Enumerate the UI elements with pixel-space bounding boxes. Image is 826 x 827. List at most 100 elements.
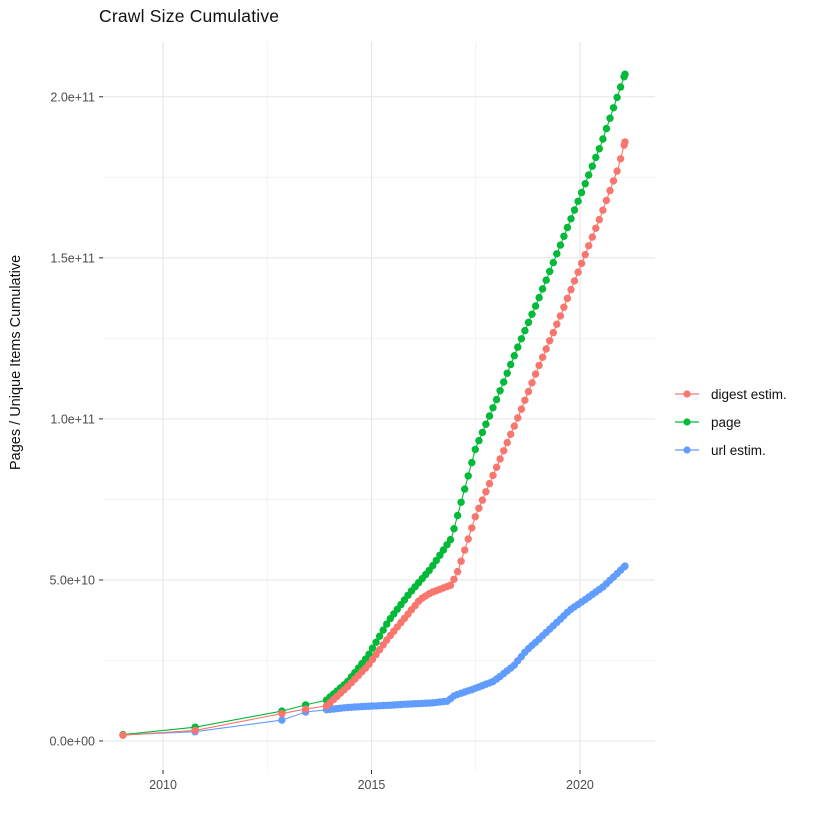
data-point-digest-estim	[510, 422, 518, 430]
data-point-page	[595, 145, 603, 153]
data-point-page	[500, 378, 508, 386]
legend-label: page	[711, 414, 742, 430]
data-point-page	[574, 197, 582, 205]
data-point-digest-estim	[535, 361, 543, 370]
legend-item-page: page	[672, 408, 787, 436]
legend-item-url-estim: url estim.	[672, 436, 787, 464]
data-point-digest-estim	[613, 167, 621, 175]
data-point-digest-estim	[464, 535, 472, 543]
data-point-digest-estim	[457, 557, 465, 565]
data-point-digest-estim	[570, 277, 579, 285]
y-tick-label: 2.0e+11	[50, 90, 95, 104]
data-point-page	[471, 445, 479, 454]
legend-label: digest estim.	[711, 386, 787, 402]
data-point-page	[446, 535, 455, 544]
data-point-page	[546, 267, 554, 276]
legend-key-page-icon	[675, 418, 699, 426]
legend: digest estim. page url estim.	[672, 380, 787, 464]
data-point-page	[577, 188, 586, 197]
data-point-digest-estim	[503, 438, 511, 447]
data-point-page	[563, 223, 572, 232]
data-point-page	[606, 114, 614, 122]
data-point-page	[443, 541, 451, 549]
legend-key-digest-icon	[675, 390, 699, 398]
data-point-page	[585, 171, 593, 179]
data-point-digest-estim	[621, 138, 629, 146]
data-point-digest-estim	[567, 285, 575, 294]
data-point-page	[383, 620, 391, 628]
legend-label: url estim.	[711, 442, 766, 458]
data-point-digest-estim	[602, 196, 611, 205]
data-point-digest-estim	[563, 294, 572, 303]
data-point-digest-estim	[471, 513, 479, 521]
data-point-page	[531, 302, 540, 310]
legend-key-url-icon	[675, 446, 699, 454]
data-point-digest-estim	[577, 259, 586, 268]
data-point-page	[542, 276, 550, 284]
data-point-digest-estim	[595, 215, 603, 224]
data-point-page	[450, 525, 458, 533]
data-point-page	[468, 458, 476, 467]
data-point-digest-estim	[478, 496, 487, 504]
data-point-digest-estim	[191, 726, 199, 735]
data-point-page	[478, 428, 487, 437]
data-point-page	[524, 318, 533, 327]
data-point-page	[616, 83, 625, 91]
data-point-digest-estim	[588, 233, 596, 241]
data-point-digest-estim	[301, 705, 310, 713]
data-point-digest-estim	[606, 186, 614, 195]
data-point-url-estim	[278, 716, 286, 724]
y-tick-label: 5.0e+10	[49, 573, 95, 587]
data-point-digest-estim	[521, 396, 529, 404]
data-point-digest-estim	[461, 546, 469, 554]
series-line-page	[122, 74, 626, 736]
data-point-digest-estim	[517, 405, 526, 413]
data-point-digest-estim	[500, 447, 508, 455]
data-point-digest-estim	[489, 471, 497, 480]
x-tick-label: 2015	[358, 778, 386, 792]
legend-item-digest-estim: digest estim.	[672, 380, 787, 408]
data-point-digest-estim	[542, 345, 550, 353]
data-point-page	[482, 420, 490, 428]
data-point-page	[599, 135, 607, 143]
data-point-page	[510, 352, 518, 360]
data-point-page	[602, 124, 611, 133]
data-point-digest-estim	[609, 177, 618, 185]
data-point-page	[517, 335, 526, 343]
data-point-page	[368, 644, 377, 652]
data-point-page	[609, 104, 618, 112]
x-tick-label: 2010	[149, 778, 177, 792]
data-point-page	[379, 626, 387, 634]
y-tick-label: 1.5e+11	[50, 251, 95, 265]
data-point-page	[570, 206, 579, 214]
data-point-digest-estim	[599, 206, 607, 214]
data-point-digest-estim	[556, 312, 565, 320]
data-point-digest-estim	[560, 303, 568, 311]
data-point-digest-estim	[485, 479, 494, 488]
data-point-digest-estim	[574, 268, 582, 276]
data-point-digest-estim	[524, 387, 533, 396]
data-point-digest-estim	[538, 353, 547, 361]
data-point-digest-estim	[278, 709, 286, 718]
data-point-page	[621, 70, 629, 78]
data-point-page	[560, 232, 568, 240]
data-point-digest-estim	[549, 328, 557, 337]
data-point-page	[429, 561, 437, 570]
data-point-digest-estim	[468, 524, 476, 532]
data-point-digest-estim	[475, 504, 483, 512]
data-point-page	[581, 180, 589, 188]
data-point-page	[549, 258, 557, 267]
chart-title: Crawl Size Cumulative	[99, 6, 280, 26]
data-point-page	[453, 511, 462, 520]
data-point-page	[567, 215, 575, 223]
data-point-digest-estim	[585, 242, 593, 250]
data-point-digest-estim	[514, 414, 522, 422]
data-point-page	[514, 343, 522, 351]
data-point-page	[475, 436, 483, 445]
data-point-digest-estim	[450, 575, 458, 583]
data-point-url-estim	[621, 562, 629, 570]
data-point-page	[365, 650, 373, 658]
data-point-page	[503, 369, 511, 377]
